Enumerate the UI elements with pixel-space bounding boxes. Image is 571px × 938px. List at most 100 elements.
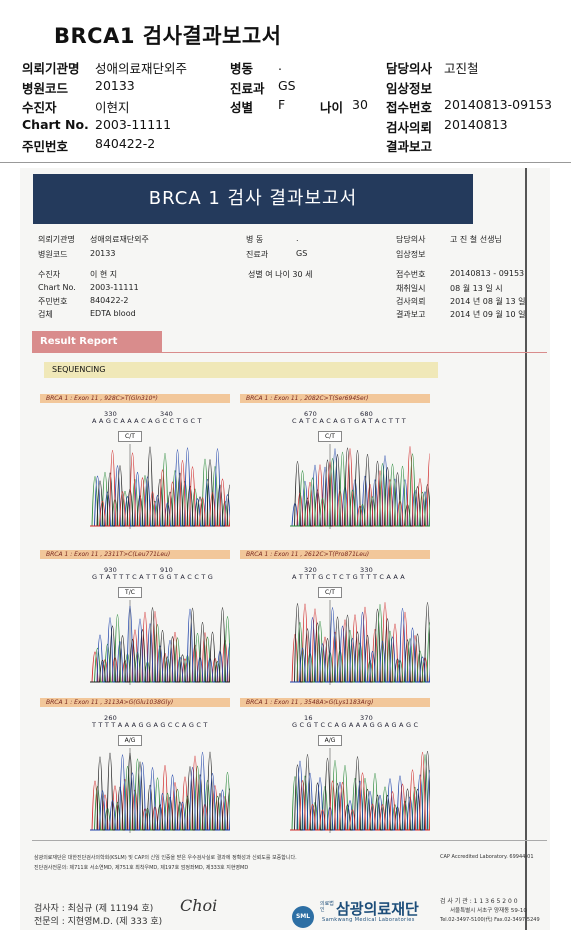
trace-2 xyxy=(290,604,430,683)
chromatogram-panel: BRCA 1 : Exon 11 , 2612C>T(Pro871Leu) 320… xyxy=(240,550,430,690)
scan-value: 2003-11111 xyxy=(90,283,139,292)
header-value: 20133 xyxy=(95,78,135,93)
scan-label: 의뢰기관명 xyxy=(38,235,75,244)
scan-value: 08 월 13 일 시 xyxy=(450,284,503,293)
report-title: BRCA1 검사결과보고서 xyxy=(54,24,282,48)
variant-call: A/G xyxy=(318,735,342,746)
position-number: 260 xyxy=(104,714,118,722)
position-number: 330 xyxy=(104,410,118,418)
header-value: 20140813-09153 xyxy=(444,97,552,112)
scan-label: 검체 xyxy=(38,310,53,319)
scan-value: EDTA blood xyxy=(90,309,136,318)
scan-label: 채취일시 xyxy=(396,284,426,293)
logo-prefix: 의료법인 xyxy=(320,901,334,913)
trace-3 xyxy=(290,607,430,683)
base-sequence: C A T C A C A G T G A T A C T T T xyxy=(292,417,406,425)
trace-3 xyxy=(90,450,230,527)
position-number: 910 xyxy=(160,566,174,574)
variant-call: A/G xyxy=(118,735,142,746)
trace-3 xyxy=(90,752,230,831)
trace-2 xyxy=(290,446,430,527)
panel-title: BRCA 1 : Exon 11 , 2311T>C(Leu771Leu) xyxy=(40,550,230,559)
result-report-divider xyxy=(32,352,547,353)
scan-label: 담당의사 xyxy=(396,235,426,244)
scan-value: 20133 xyxy=(90,249,116,258)
footer-divider xyxy=(32,840,547,841)
header-value: 이현지 xyxy=(95,100,130,115)
header-label: 진료과 xyxy=(230,81,265,96)
variant-call: C/T xyxy=(318,431,342,442)
header-value: F xyxy=(278,97,286,112)
panel-title: BRCA 1 : Exon 11 , 3548A>G(Lys1183Arg) xyxy=(240,698,430,707)
scan-label: 병 동 xyxy=(246,235,264,244)
scan-label: 임상정보 xyxy=(396,250,426,259)
examiner: 검사자 : 최심규 (제 11194 호) xyxy=(34,904,154,914)
trace-2 xyxy=(90,606,230,683)
scan-label: 주민번호 xyxy=(38,297,68,306)
divider xyxy=(0,162,571,163)
position-number: 680 xyxy=(360,410,374,418)
chromatogram-panel: BRCA 1 : Exon 11 , 3113A>G(Glu1038Gly) 26… xyxy=(40,698,230,838)
chromatogram-trace xyxy=(290,748,430,833)
panel-title: BRCA 1 : Exon 11 , 3113A>G(Glu1038Gly) xyxy=(40,698,230,707)
chromatogram-trace xyxy=(290,444,430,529)
scan-label: 병원코드 xyxy=(38,250,68,259)
header-value: 30 xyxy=(352,97,368,112)
base-sequence: G T A T T T C A T T G G T A C C T G xyxy=(92,573,213,581)
chromatogram-trace xyxy=(90,600,230,685)
trace-1 xyxy=(90,758,230,831)
header-value: 고진철 xyxy=(444,61,479,76)
header-value: . xyxy=(278,58,282,73)
scan-value: 성애의료재단외주 xyxy=(90,235,149,244)
position-number: 16 xyxy=(304,714,313,722)
trace-3 xyxy=(290,752,430,831)
lab-address: 서울특별시 서초구 양재동 59-10 xyxy=(450,908,527,914)
chromatogram-trace xyxy=(90,748,230,833)
specialists-note: 진단검사전문의: 제711호 서소연MD, 제751호 최착우MD, 제197호… xyxy=(34,865,249,871)
trace-1 xyxy=(290,751,430,831)
scan-label: Chart No. xyxy=(38,283,76,292)
header-value: 840422-2 xyxy=(95,136,156,151)
scan-value: 2014 년 09 월 10 일 xyxy=(450,310,526,319)
scan-label: 수진자 xyxy=(38,270,61,279)
lab-name: 삼광의료재단 xyxy=(336,900,419,918)
chromatogram-panel: BRCA 1 : Exon 11 , 928C>T(Gln310*) 330 340… xyxy=(40,394,230,534)
chromatogram-panel: BRCA 1 : Exon 11 , 2082C>T(Ser694Ser) 670… xyxy=(240,394,430,534)
header-value: 성애의료재단외주 xyxy=(95,61,188,76)
lab-code: 검 사 기 관 : 1 1 3 6 5 2 0 0 xyxy=(440,898,518,905)
position-number: 670 xyxy=(304,410,318,418)
header-label: 성별 xyxy=(230,100,254,115)
variant-call: C/T xyxy=(318,587,342,598)
position-number: 370 xyxy=(360,714,374,722)
header-label: 검사의뢰 xyxy=(386,120,433,135)
scanned-report: BRCA 1 검사 결과보고서 의뢰기관명 성애의료재단외주 병원코드 20133 수진… xyxy=(20,168,550,930)
header-label: 나이 xyxy=(320,100,344,115)
chromatogram-panel: BRCA 1 : Exon 11 , 2311T>C(Leu771Leu) 930… xyxy=(40,550,230,690)
header-value: 2003-11111 xyxy=(95,117,172,132)
base-sequence: G C G T C C A G A A A G G A G A G C xyxy=(292,721,419,729)
position-number: 320 xyxy=(304,566,318,574)
scan-value: 고 진 철 선생님 xyxy=(450,235,502,244)
trace-1 xyxy=(90,447,230,527)
chromatogram-trace xyxy=(90,444,230,529)
variant-call: T/C xyxy=(118,587,142,598)
header-value: GS xyxy=(278,78,296,93)
specialist: 전문의 : 지현영M.D. (제 333 호) xyxy=(34,917,163,927)
trace-2 xyxy=(90,446,230,527)
header-label: 병원코드 xyxy=(22,81,69,96)
header-label: 담당의사 xyxy=(386,61,433,76)
lab-logo-icon: SML xyxy=(292,906,314,928)
trace-3 xyxy=(90,607,230,683)
panel-title: BRCA 1 : Exon 11 , 2082C>T(Ser694Ser) xyxy=(240,394,430,403)
signature: Choi xyxy=(180,896,218,915)
header-label: 접수번호 xyxy=(386,100,433,115)
base-sequence: A T T T G C T C T G T T T C A A A xyxy=(292,573,405,581)
header-label: 병동 xyxy=(230,61,254,76)
header-label: Chart No. xyxy=(22,117,89,132)
scan-value: . xyxy=(296,234,299,243)
scan-value: 840422-2 xyxy=(90,296,129,305)
scan-sex-age: 성별 여 나이 30 세 xyxy=(248,270,313,279)
header-label: 결과보고 xyxy=(386,139,433,154)
cap-note: CAP Accredited Laboratory. 69944-01 xyxy=(440,854,534,860)
lab-phone: Tel.02-3497-5100(代) Fax.02-3497-5249 xyxy=(440,917,540,923)
